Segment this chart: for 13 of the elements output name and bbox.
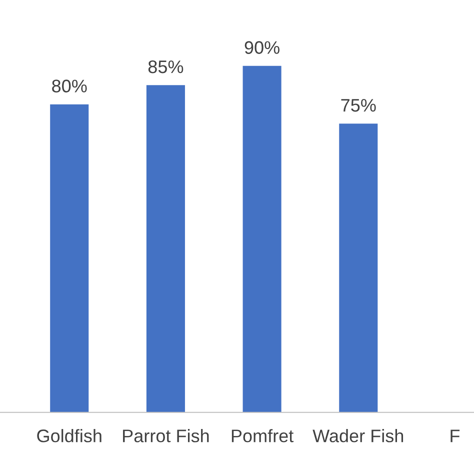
data-label: 80% [52, 80, 87, 92]
bar [146, 85, 185, 412]
x-tick-label: Goldfish [37, 429, 102, 442]
data-label: 85% [148, 60, 184, 74]
x-tick-label: Pomfret [232, 429, 294, 442]
x-tick-label: Parrot Fish [123, 429, 209, 442]
bar [242, 66, 282, 412]
data-label: 75% [341, 98, 376, 112]
x-tick-label: Wader Fish [312, 429, 404, 442]
x-tick-label: F [450, 430, 460, 442]
bar [50, 104, 89, 412]
bar [339, 124, 378, 412]
data-label: 90% [244, 41, 280, 54]
